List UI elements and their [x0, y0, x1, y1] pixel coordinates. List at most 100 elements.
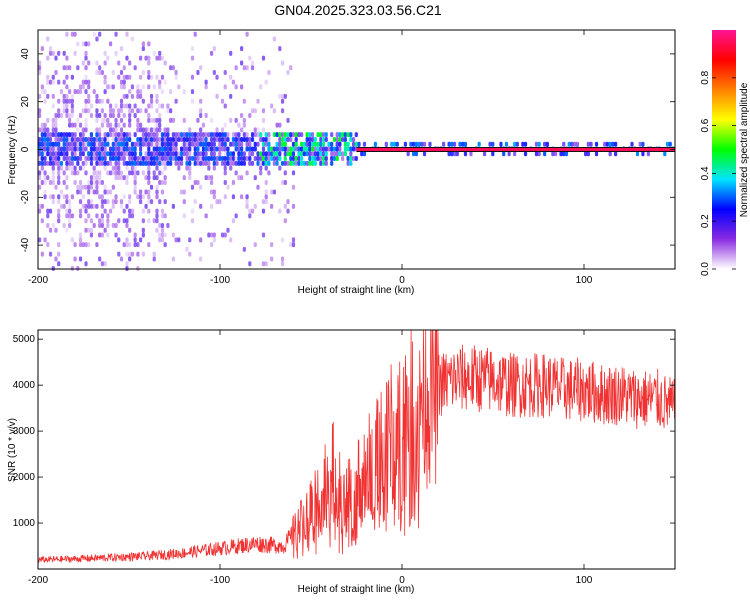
spectrogram-cell	[89, 113, 94, 119]
spectrogram-cell	[73, 122, 77, 128]
spectrogram-cell	[81, 41, 85, 47]
spectrogram-cell	[106, 232, 110, 238]
spectrogram-cell	[65, 199, 69, 205]
spectrogram-cell	[253, 242, 257, 248]
spectrogram-cell	[111, 141, 115, 147]
spectrogram-cell	[199, 256, 203, 262]
spectrogram-cell	[573, 141, 577, 147]
spectrogram-cell	[155, 160, 159, 166]
spectrogram-cell	[111, 222, 115, 228]
spectrogram-cell	[84, 170, 88, 176]
spectrogram-cell	[40, 46, 44, 52]
spectrogram-cell	[130, 146, 135, 152]
spectrogram-cell	[89, 175, 94, 181]
spectrogram-cell	[316, 141, 320, 147]
spectrogram-cell	[289, 156, 293, 162]
spectrogram-cell	[125, 74, 129, 80]
spectrogram-cell	[65, 113, 69, 119]
spectrogram-cell	[100, 179, 104, 185]
spectrogram-cell	[158, 222, 162, 228]
spectrogram-cell	[40, 84, 44, 90]
spectrogram-cell	[68, 98, 72, 104]
spectrogram-cell	[117, 151, 121, 157]
spectrogram-cell	[286, 132, 290, 138]
spectrogram-cell	[51, 160, 55, 166]
spectrogram-cell	[38, 160, 42, 166]
spectrogram-cell	[106, 55, 110, 61]
spectrogram-cell	[48, 151, 53, 157]
spectrogram-cell	[141, 208, 145, 214]
spectrogram-cell	[264, 160, 268, 166]
spectrogram-cell	[155, 208, 159, 214]
spectrogram-cell	[57, 50, 61, 56]
spectrogram-cell	[291, 184, 296, 190]
spectrogram-cell	[130, 84, 135, 90]
spectrogram-cell	[117, 60, 121, 66]
spectrogram-cell	[111, 108, 115, 114]
spectrogram-cell	[447, 151, 451, 157]
spectrogram-cell	[182, 117, 186, 123]
spectrogram-cell	[611, 141, 615, 147]
spectrogram-cell	[267, 136, 271, 142]
spectrogram-cell	[412, 141, 416, 147]
spectrogram-cell	[141, 227, 145, 233]
carrier-line	[356, 148, 675, 151]
spectrogram-cell	[209, 151, 214, 157]
spectrogram-cell	[40, 151, 44, 157]
spectrogram-cell	[163, 151, 167, 157]
spectrogram-cell	[149, 117, 154, 123]
spectrogram-cell	[179, 146, 184, 152]
spectrogram-cell	[68, 156, 72, 162]
spectrogram-cell	[270, 242, 274, 248]
spectrogram-cell	[215, 136, 219, 142]
spectrogram-cell	[122, 93, 126, 99]
spectrogram-cell	[160, 89, 165, 95]
spectrogram-cell	[76, 170, 80, 176]
spectrogram-cell	[300, 160, 304, 166]
spectrogram-cell	[65, 141, 69, 147]
spectrogram-cell	[78, 84, 83, 90]
spectrogram-cell	[68, 199, 72, 205]
spectrogram-cell	[196, 179, 200, 185]
spectrogram-cell	[106, 136, 110, 142]
spectrogram-cell	[177, 136, 181, 142]
spectrogram-cell	[122, 242, 126, 248]
spectrogram-cell	[51, 93, 55, 99]
spectrogram-cell	[68, 203, 72, 209]
spectrogram-cell	[144, 136, 148, 142]
spectrogram-cell	[62, 222, 66, 228]
spectrogram-cell	[141, 127, 145, 133]
spectrogram-cell	[70, 136, 74, 142]
spectrogram-cell	[152, 141, 156, 147]
spectrogram-cell	[324, 151, 328, 157]
spectrogram-cell	[98, 146, 102, 152]
spectrogram-cell	[117, 218, 121, 224]
spectrogram-cell	[136, 122, 140, 128]
spectrogram-cell	[122, 218, 126, 224]
spectrogram-cell	[283, 136, 287, 142]
spectrogram-cell	[43, 237, 47, 243]
spectrogram-cell	[147, 199, 151, 205]
spectrogram-cell	[209, 136, 214, 142]
spectrogram-cell	[188, 170, 192, 176]
spectrogram-cell	[229, 151, 233, 157]
spectrogram-cell	[81, 184, 85, 190]
spectrogram-cell	[169, 160, 173, 166]
spectrogram-cell	[275, 146, 279, 152]
spectrogram-cell	[48, 136, 53, 142]
spectrogram-cell	[128, 213, 132, 219]
spectrogram-cell	[545, 141, 549, 147]
spectrogram-cell	[43, 151, 47, 157]
x-tick-label: 100	[576, 275, 593, 286]
spectrogram-cell	[98, 156, 102, 162]
spectrogram-cell	[73, 31, 77, 37]
spectrogram-cell	[141, 218, 145, 224]
spectrogram-cell	[223, 70, 227, 76]
spectrogram-cell	[125, 218, 129, 224]
spectrogram-cell	[163, 242, 167, 248]
spectrogram-cell	[122, 194, 126, 200]
spectrogram-cell	[84, 136, 88, 142]
spectrogram-cell	[199, 203, 203, 209]
spectrogram-cell	[209, 175, 214, 181]
spectrogram-cell	[218, 146, 222, 152]
